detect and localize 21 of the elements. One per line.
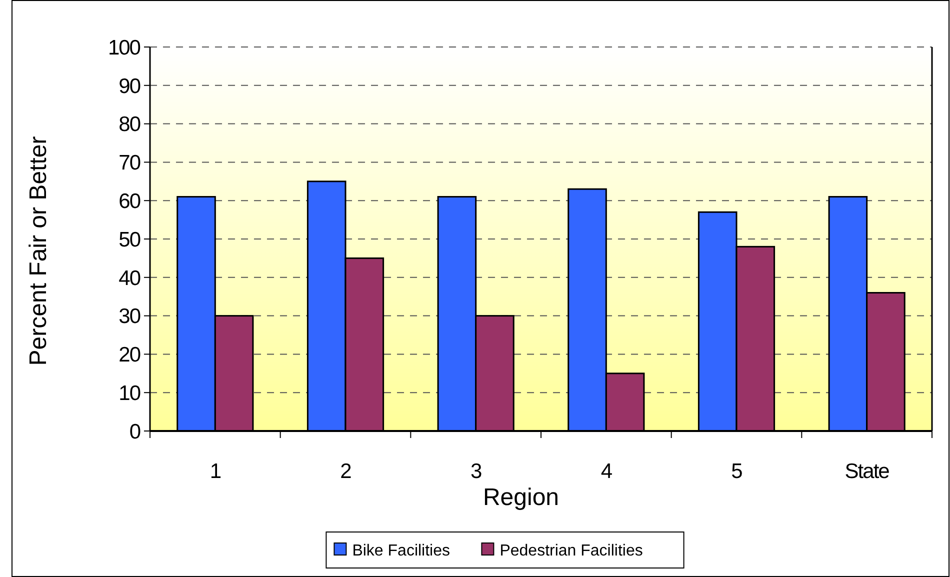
x-tick-label: 5 bbox=[731, 460, 742, 483]
y-tick-label: 0 bbox=[129, 420, 140, 444]
y-tick-label: 90 bbox=[118, 74, 140, 98]
y-tick-label: 100 bbox=[108, 36, 140, 60]
legend-label: Pedestrian Facilities bbox=[500, 542, 643, 560]
x-tick-label: 4 bbox=[600, 460, 613, 483]
x-tick-label: 1 bbox=[210, 460, 221, 483]
y-tick-label: 20 bbox=[118, 344, 140, 367]
y-tick-label: 10 bbox=[118, 382, 140, 405]
y-tick-label: 80 bbox=[118, 113, 140, 136]
y-tick-label: 40 bbox=[118, 266, 140, 290]
x-tick-label: State bbox=[844, 460, 890, 483]
y-tick-label: 50 bbox=[118, 228, 140, 252]
y-tick-label: 60 bbox=[118, 190, 140, 213]
x-tick-label: 2 bbox=[340, 460, 352, 483]
y-axis-title: Percent Fair or Better bbox=[25, 136, 52, 366]
x-axis-title: Region bbox=[482, 484, 560, 511]
x-tick-label: 3 bbox=[470, 460, 482, 483]
y-tick-label: 70 bbox=[118, 152, 140, 175]
legend-label: Bike Facilities bbox=[352, 542, 450, 560]
y-tick-label: 30 bbox=[118, 305, 140, 328]
